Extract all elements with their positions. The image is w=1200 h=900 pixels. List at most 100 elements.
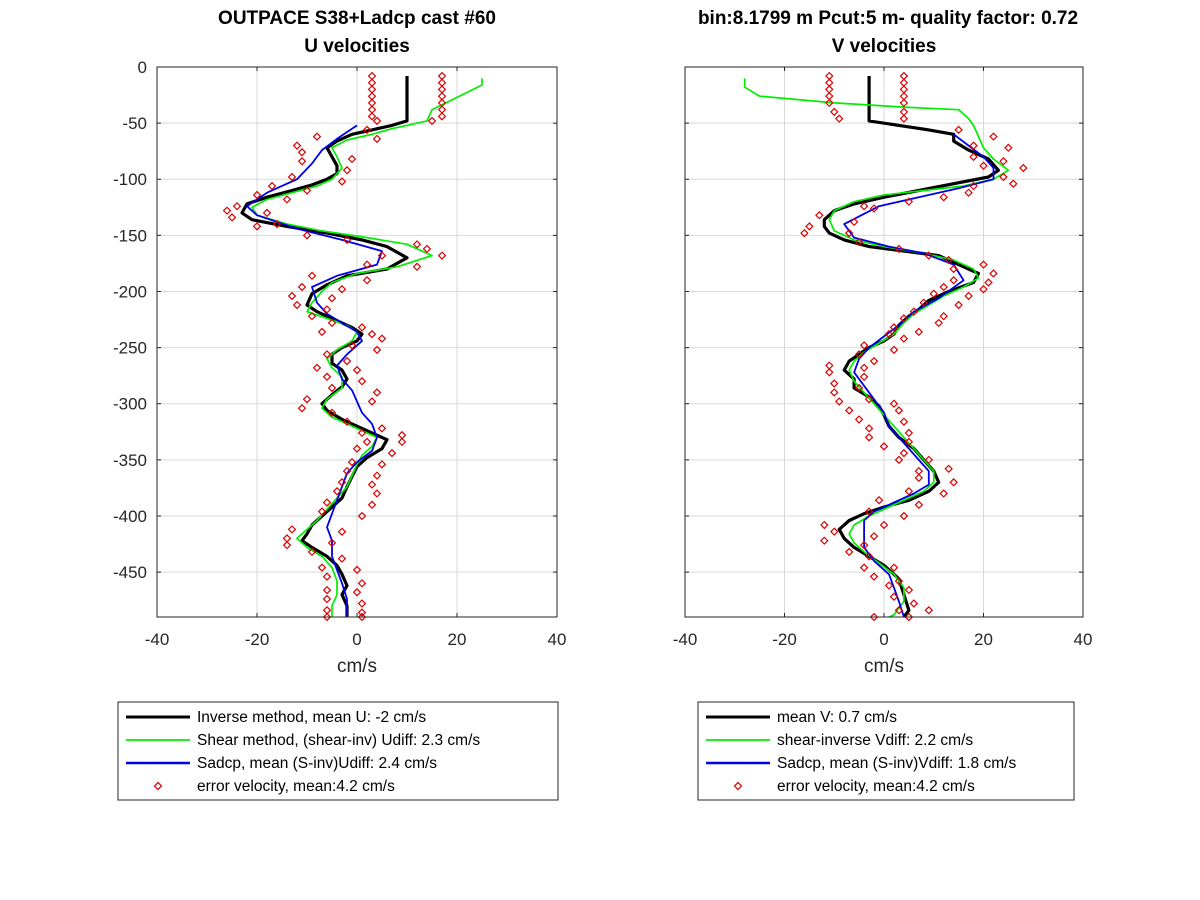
v-error-point-84 <box>914 466 924 476</box>
u-error-point-97 <box>307 547 317 557</box>
u-error-point-91 <box>357 511 367 521</box>
v-error-point-74 <box>854 415 864 424</box>
u-error-point-9 <box>437 98 447 108</box>
v-error-point-54 <box>889 323 899 332</box>
v-error-point-37 <box>924 251 934 260</box>
v-error-point-58 <box>859 341 869 350</box>
v-error-point-53 <box>934 318 943 328</box>
v-error-point-4 <box>825 85 834 94</box>
u-legend: Inverse method, mean U: -2 cm/s Shear me… <box>117 701 559 801</box>
u-error-point-57 <box>377 334 387 343</box>
v-error-point-18 <box>969 152 978 162</box>
v-velocity-panel: bin:8.1799 m Pcut:5 m- quality factor: 0… <box>673 8 1092 801</box>
v-error-point-88 <box>904 487 914 496</box>
v-error-point-98 <box>820 536 829 545</box>
u-error-point-71 <box>327 408 337 417</box>
u-error-point-55 <box>317 327 327 337</box>
u-error-point-67 <box>372 388 382 397</box>
v-error-point-17 <box>1004 143 1013 153</box>
u-error-point-79 <box>387 448 397 458</box>
v-error-point-63 <box>859 363 869 373</box>
u-error-point-36 <box>302 231 312 240</box>
v-error-point-103 <box>889 563 899 572</box>
u-error-point-104 <box>352 588 362 597</box>
v-error-point-87 <box>949 478 958 487</box>
v-error-point-21 <box>1019 163 1028 173</box>
u-error-point-68 <box>302 394 312 404</box>
v-error-point-47 <box>964 291 973 301</box>
v-error-point-104 <box>869 572 879 581</box>
u-chart-subtitle: U velocities <box>304 36 410 57</box>
v-error-point-36 <box>894 244 904 254</box>
v-error-point-11 <box>899 107 909 117</box>
v-legend-entry-inverse: mean V: 0.7 cm/s <box>777 709 897 726</box>
v-x-axis-label: cm/s <box>864 656 904 677</box>
v-error-point-89 <box>939 489 948 498</box>
u-error-point-11 <box>437 105 447 114</box>
u-error-point-110 <box>357 612 367 622</box>
u-error-point-31 <box>222 206 232 215</box>
u-error-point-86 <box>332 487 342 496</box>
v-error-point-7 <box>899 91 909 101</box>
u-error-point-107 <box>322 606 332 615</box>
u-error-point-102 <box>357 579 367 588</box>
v-error-point-40 <box>949 264 958 274</box>
u-error-point-35 <box>252 222 262 231</box>
v-series-line-sadcp <box>843 133 995 618</box>
v-error-point-27 <box>904 197 914 206</box>
v-error-point-30 <box>815 210 824 220</box>
v-error-point-2 <box>825 78 834 87</box>
u-legend-entry-error: error velocity, mean:4.2 cm/s <box>197 778 395 795</box>
u-error-point-64 <box>322 372 332 382</box>
u-error-point-109 <box>322 612 332 622</box>
u-error-point-13 <box>437 112 447 121</box>
u-error-point-59 <box>372 345 382 355</box>
u-error-point-88 <box>322 498 332 507</box>
v-error-point-76 <box>864 424 874 433</box>
u-error-point-58 <box>347 341 357 350</box>
u-error-point-29 <box>282 195 292 204</box>
v-error-point-50 <box>909 307 919 316</box>
u-error-point-100 <box>352 565 362 575</box>
v-error-point-68 <box>830 388 839 397</box>
u-error-point-93 <box>337 527 347 536</box>
u-error-point-76 <box>362 437 372 447</box>
u-error-point-18 <box>312 132 322 141</box>
u-error-point-19 <box>292 141 302 150</box>
u-error-point-84 <box>337 478 347 487</box>
v-legend: mean V: 0.7 cm/s shear-inverse Vdiff: 2.… <box>697 701 1075 801</box>
v-error-point-42 <box>949 275 958 285</box>
u-series-line-sadcp <box>246 124 383 617</box>
u-error-point-3 <box>437 78 447 87</box>
u-error-point-48 <box>287 291 297 301</box>
v-error-point-94 <box>820 520 829 530</box>
u-y-tick-label-5: -250 <box>113 339 147 358</box>
u-error-point-69 <box>367 397 377 406</box>
u-error-point-46 <box>297 282 307 292</box>
u-error-point-16 <box>362 125 372 135</box>
u-x-tick-label-3: 20 <box>448 630 467 649</box>
u-error-point-63 <box>352 365 362 375</box>
v-error-point-101 <box>864 552 874 561</box>
v-axes: -40 -20 0 20 40 <box>673 66 1092 649</box>
v-error-point-102 <box>859 563 869 572</box>
v-x-tick-label-2: 0 <box>879 630 888 649</box>
v-error-point-45 <box>979 284 988 294</box>
u-error-point-23 <box>342 166 352 175</box>
u-grid <box>157 67 557 617</box>
v-error-point-106 <box>884 581 894 590</box>
u-error-point-66 <box>327 383 337 393</box>
v-error-point-93 <box>899 511 909 521</box>
v-error-point-72 <box>844 406 854 415</box>
v-legend-entry-shear: shear-inverse Vdiff: 2.2 cm/s <box>777 732 973 749</box>
u-error-point-12 <box>367 112 377 121</box>
u-error-point-108 <box>357 608 367 617</box>
v-error-point-1 <box>899 71 909 81</box>
v-error-point-86 <box>914 473 924 483</box>
v-error-point-5 <box>899 85 909 94</box>
v-error-point-0 <box>825 71 834 81</box>
v-error-point-113 <box>904 612 914 622</box>
u-error-point-85 <box>367 480 377 489</box>
v-x-tick-label-3: 20 <box>974 630 993 649</box>
v-error-point-12 <box>834 114 844 123</box>
